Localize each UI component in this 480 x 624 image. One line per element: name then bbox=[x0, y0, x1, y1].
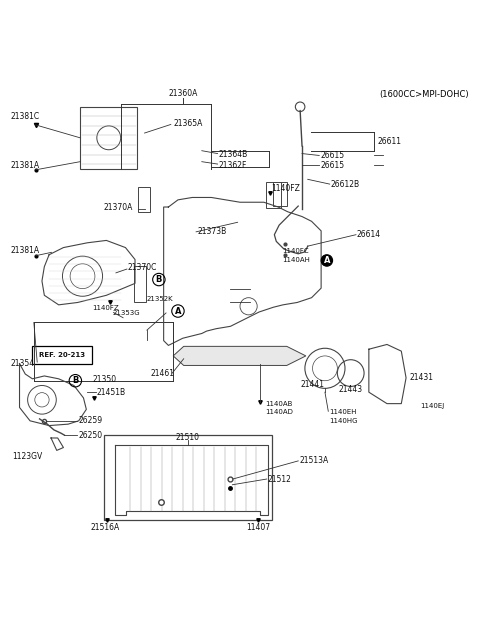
Text: 26259: 26259 bbox=[79, 416, 103, 426]
Text: 26611: 26611 bbox=[377, 137, 401, 145]
Text: 21513A: 21513A bbox=[300, 456, 329, 466]
Text: 21352K: 21352K bbox=[147, 296, 174, 301]
Bar bbox=[134, 266, 146, 301]
Text: (1600CC>MPI-DOHC): (1600CC>MPI-DOHC) bbox=[380, 90, 469, 99]
Text: REF. 20-213: REF. 20-213 bbox=[39, 352, 85, 358]
Text: 21362F: 21362F bbox=[218, 161, 247, 170]
Text: 21510: 21510 bbox=[176, 432, 200, 442]
Polygon shape bbox=[173, 346, 306, 366]
Text: 21360A: 21360A bbox=[168, 89, 197, 98]
Text: 1140AH: 1140AH bbox=[282, 258, 310, 263]
Circle shape bbox=[321, 255, 333, 266]
Text: 26614: 26614 bbox=[357, 230, 381, 239]
Text: 26615: 26615 bbox=[320, 160, 344, 170]
Text: A: A bbox=[324, 256, 330, 265]
Text: 26612B: 26612B bbox=[331, 180, 360, 188]
Text: 21365A: 21365A bbox=[173, 119, 203, 128]
Text: 1140EJ: 1140EJ bbox=[420, 404, 444, 409]
Text: 1140AD: 1140AD bbox=[265, 409, 293, 415]
Text: 21364B: 21364B bbox=[218, 150, 248, 159]
Text: B: B bbox=[72, 376, 79, 385]
Text: 11407: 11407 bbox=[246, 523, 270, 532]
Text: 21461: 21461 bbox=[150, 369, 174, 378]
Text: 21381A: 21381A bbox=[11, 246, 40, 255]
Text: 21350: 21350 bbox=[92, 375, 116, 384]
Text: 1140FZ: 1140FZ bbox=[271, 184, 300, 193]
Bar bbox=[266, 182, 281, 208]
Text: 21354: 21354 bbox=[11, 359, 35, 368]
Text: 21451B: 21451B bbox=[97, 388, 126, 397]
Text: 1140FZ: 1140FZ bbox=[92, 305, 119, 311]
Text: 1140EH: 1140EH bbox=[330, 409, 357, 415]
Text: 1140AB: 1140AB bbox=[265, 401, 292, 407]
Text: 21353G: 21353G bbox=[112, 310, 140, 316]
Text: 21512: 21512 bbox=[268, 474, 291, 484]
Text: 21516A: 21516A bbox=[91, 523, 120, 532]
Text: 21370C: 21370C bbox=[128, 263, 157, 272]
Text: 26615: 26615 bbox=[320, 151, 344, 160]
Bar bbox=[138, 187, 150, 212]
Text: 1123GV: 1123GV bbox=[12, 452, 42, 461]
Text: 26250: 26250 bbox=[79, 431, 103, 440]
Text: 1140HG: 1140HG bbox=[330, 418, 358, 424]
Text: 21381C: 21381C bbox=[11, 112, 40, 121]
Text: 21441: 21441 bbox=[300, 380, 324, 389]
Bar bbox=[274, 182, 287, 206]
Text: B: B bbox=[156, 275, 162, 284]
Text: 1140FC: 1140FC bbox=[282, 248, 309, 254]
Text: 21443: 21443 bbox=[339, 385, 363, 394]
Bar bbox=[104, 435, 272, 520]
Text: 21431: 21431 bbox=[409, 373, 433, 383]
Text: 21373B: 21373B bbox=[197, 227, 226, 236]
Text: 21381A: 21381A bbox=[11, 160, 40, 170]
Text: 21370A: 21370A bbox=[104, 203, 133, 212]
Text: A: A bbox=[175, 306, 181, 316]
